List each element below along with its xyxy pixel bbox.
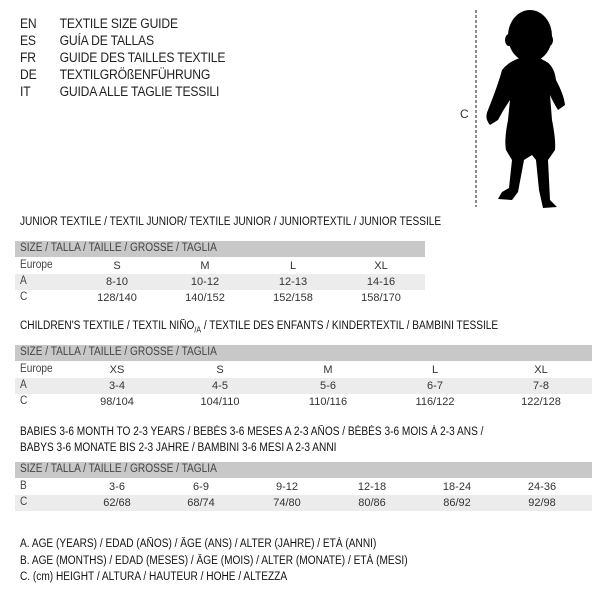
table-cell: 104/110 <box>200 396 240 408</box>
lang-code: ES <box>20 33 36 48</box>
table-cell: XL <box>374 260 388 272</box>
table-cell: 3-4 <box>109 380 125 392</box>
table-cell: 14-16 <box>366 276 396 288</box>
table-cell: 110/116 <box>308 396 348 408</box>
table-cell: 6-7 <box>427 380 443 392</box>
lang-title: GUÍA DE TALLAS <box>59 33 154 48</box>
table-cell: 128/140 <box>97 292 137 304</box>
row-label: A <box>20 275 27 287</box>
legend-c: C. (cm) HEIGHT / ALTURA / HAUTEUR / HÖHE… <box>20 571 288 583</box>
legend-a: A. AGE (YEARS) / EDAD (AÑOS) / ÂGE (ANS)… <box>20 538 377 550</box>
junior-section-title: JUNIOR TEXTILE / TEXTIL JUNIOR/ TEXTILE … <box>20 216 442 228</box>
table-cell: 6-9 <box>193 481 209 493</box>
table-cell: S <box>113 260 121 272</box>
table-cell: 122/128 <box>521 396 561 408</box>
baby-silhouette <box>486 10 565 208</box>
row-label: Europe <box>20 363 53 375</box>
title-part: / TEXTILE DES ENFANTS / KINDERTEXTIL / B… <box>201 320 499 332</box>
table-cell: 10-12 <box>190 276 220 288</box>
table-cell: S <box>216 364 224 376</box>
table-cell: 12-18 <box>357 481 387 493</box>
table-cell: 116/122 <box>415 396 455 408</box>
table-cell: 74/80 <box>273 497 301 509</box>
row-label: C <box>20 395 28 407</box>
table-cell: 12-13 <box>278 276 308 288</box>
table-cell: 98/104 <box>100 396 134 408</box>
table-cell: M <box>200 260 210 272</box>
children-section-title: CHILDREN'S TEXTILE / TEXTIL NIÑO/A / TEX… <box>20 320 498 334</box>
table-row: C 98/104 104/110 110/116 116/122 122/128 <box>15 394 592 410</box>
height-measure-label: C <box>460 107 469 121</box>
table-cell: XS <box>109 364 125 376</box>
legend-b: B. AGE (MONTHS) / EDAD (MESES) / ÂGE (MO… <box>20 555 408 567</box>
table-cell: 9-12 <box>275 481 299 493</box>
lang-title: TEXTILGRÖßENFÜHRUNG <box>59 67 211 82</box>
title-de: DE TEXTILGRÖßENFÜHRUNG <box>20 67 210 82</box>
table-row: C 128/140 140/152 152/158 158/170 <box>15 290 425 306</box>
row-label: C <box>20 291 28 303</box>
table-cell: 140/152 <box>185 292 225 304</box>
junior-size-header: SIZE / TALLA / TAILLE / GRÖSSE / TAGLIA <box>15 241 425 257</box>
babies-section-title-line2: BABYS 3-6 MONATE BIS 2-3 JAHRE / BAMBINI… <box>20 442 337 454</box>
table-cell: 80/86 <box>358 497 386 509</box>
table-cell: 8-10 <box>105 276 129 288</box>
table-cell: L <box>431 364 439 376</box>
table-cell: 62/68 <box>103 497 131 509</box>
title-subscript: /A <box>194 325 202 335</box>
table-cell: 4-5 <box>212 380 228 392</box>
table-cell: 68/74 <box>187 497 215 509</box>
table-cell: 152/158 <box>273 292 313 304</box>
size-header-label: SIZE / TALLA / TAILLE / GRÖSSE / TAGLIA <box>20 463 217 475</box>
row-label: Europe <box>20 259 53 271</box>
title-part: CHILDREN'S TEXTILE / TEXTIL NIÑO <box>20 320 195 332</box>
title-en: EN TEXTILE SIZE GUIDE <box>20 16 178 31</box>
table-cell: 5-6 <box>320 380 336 392</box>
table-row: Europe S M L XL <box>15 258 425 274</box>
table-cell: 24-36 <box>527 481 557 493</box>
table-cell: 158/170 <box>361 292 401 304</box>
table-row: C 62/68 68/74 74/80 80/86 86/92 92/98 <box>15 495 592 511</box>
table-cell: 3-6 <box>109 481 125 493</box>
table-row: B 3-6 6-9 9-12 12-18 18-24 24-36 <box>15 479 592 495</box>
table-row: A 8-10 10-12 12-13 14-16 <box>15 274 425 290</box>
baby-silhouette-icon <box>475 10 565 208</box>
row-label: C <box>20 496 28 508</box>
lang-code: IT <box>20 84 31 99</box>
lang-title: TEXTILE SIZE GUIDE <box>59 16 178 31</box>
lang-code: EN <box>20 16 37 31</box>
table-cell: L <box>289 260 297 272</box>
children-size-header: SIZE / TALLA / TAILLE / GRÖSSE / TAGLIA <box>15 345 592 361</box>
babies-section-title-line1: BABIES 3-6 MONTH TO 2-3 YEARS / BEBÉS 3-… <box>20 426 484 438</box>
table-cell: 18-24 <box>442 481 472 493</box>
table-cell: 92/98 <box>528 497 556 509</box>
table-cell: M <box>323 364 333 376</box>
table-cell: 7-8 <box>533 380 549 392</box>
lang-code: DE <box>20 67 37 82</box>
size-header-label: SIZE / TALLA / TAILLE / GRÖSSE / TAGLIA <box>20 242 217 254</box>
lang-title: GUIDA ALLE TAGLIE TESSILI <box>59 84 220 99</box>
lang-code: FR <box>20 50 36 65</box>
babies-size-header: SIZE / TALLA / TAILLE / GRÖSSE / TAGLIA <box>15 462 592 478</box>
lang-title: GUIDE DES TAILLES TEXTILE <box>59 50 226 65</box>
size-header-label: SIZE / TALLA / TAILLE / GRÖSSE / TAGLIA <box>20 346 217 358</box>
row-label: B <box>20 480 27 492</box>
table-row: Europe XS S M L XL <box>15 362 592 378</box>
title-es: ES GUÍA DE TALLAS <box>20 33 154 48</box>
table-cell: 86/92 <box>443 497 471 509</box>
table-cell: XL <box>534 364 548 376</box>
row-label: A <box>20 379 27 391</box>
title-fr: FR GUIDE DES TAILLES TEXTILE <box>20 50 225 65</box>
table-row: A 3-4 4-5 5-6 6-7 7-8 <box>15 378 592 394</box>
title-it: IT GUIDA ALLE TAGLIE TESSILI <box>20 84 219 99</box>
